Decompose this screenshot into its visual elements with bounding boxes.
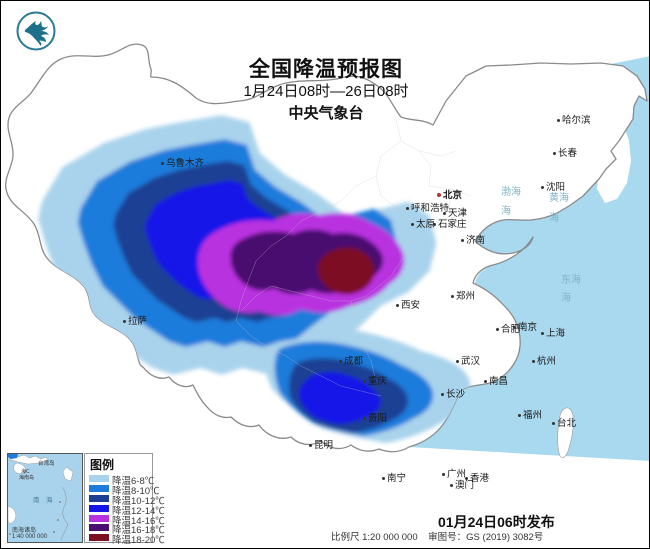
svg-text:海C: 海C bbox=[21, 468, 30, 475]
svg-text:海: 海 bbox=[46, 495, 53, 504]
svg-text:南: 南 bbox=[33, 495, 40, 504]
svg-text:海南岛: 海南岛 bbox=[19, 474, 34, 481]
svg-text:台湾岛: 台湾岛 bbox=[38, 459, 55, 467]
